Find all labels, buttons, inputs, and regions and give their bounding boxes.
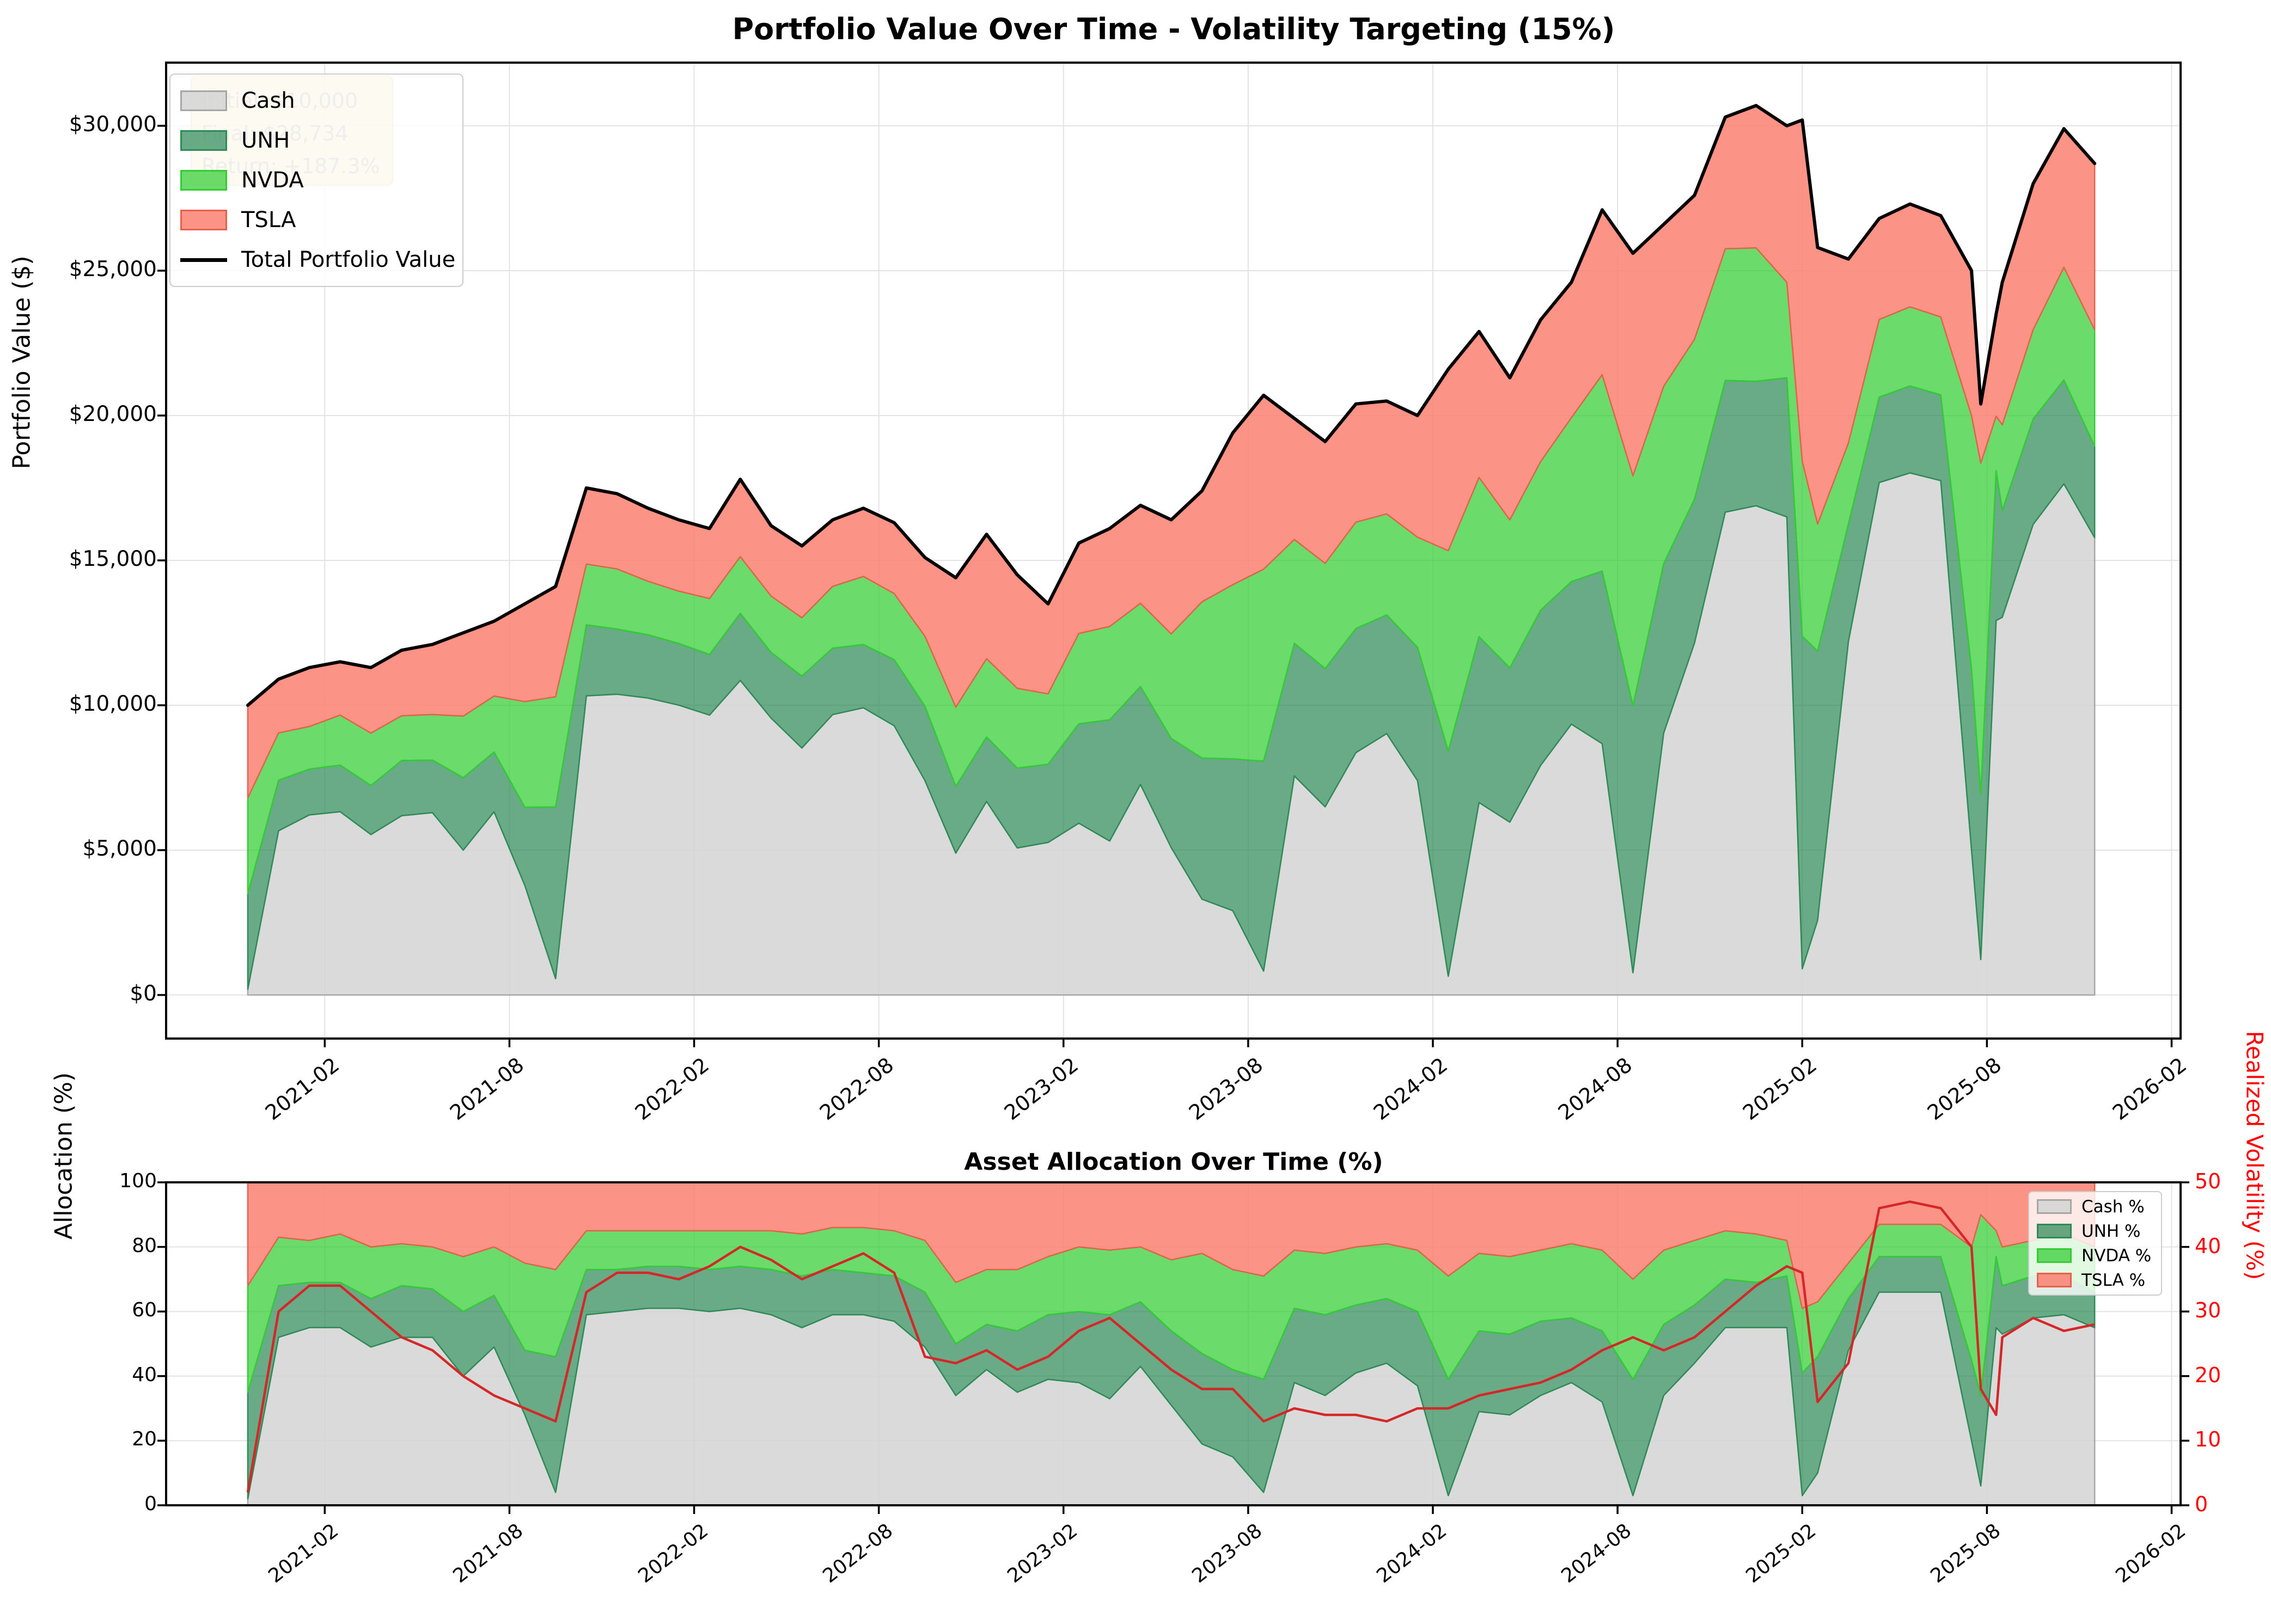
top-y-tick-label: $0 — [130, 981, 157, 1006]
legend-item-nvda-pct: NVDA % — [2037, 1243, 2161, 1268]
bottom-right-y-tick-label: 0 — [2195, 1492, 2208, 1516]
top-y-tick-label: $5,000 — [82, 837, 157, 861]
nvda-swatch-icon — [2037, 1248, 2072, 1263]
legend-item-total: Total Portfolio Value — [180, 240, 462, 280]
cash-swatch-icon — [180, 90, 227, 111]
top-chart-legend: Cash UNH NVDA TSLA Total Portfolio Value — [169, 74, 463, 287]
bottom-right-axis-label: Realized Volatility (%) — [2241, 1030, 2268, 1280]
bottom-left-y-tick-label: 0 — [144, 1493, 157, 1515]
legend-label: NVDA % — [2081, 1246, 2152, 1266]
top-y-tick-label: $10,000 — [69, 692, 157, 716]
bottom-chart-title: Asset Allocation Over Time (%) — [964, 1148, 1383, 1176]
bottom-left-y-tick-label: 80 — [132, 1234, 157, 1257]
bottom-left-y-tick-label: 100 — [119, 1170, 157, 1192]
cash-swatch-icon — [2037, 1199, 2072, 1214]
legend-item-nvda: NVDA — [180, 161, 462, 200]
bottom-left-y-tick-label: 20 — [132, 1428, 157, 1451]
top-y-tick-label: $15,000 — [69, 547, 157, 571]
top-y-tick-label: $30,000 — [69, 112, 157, 137]
bottom-right-y-tick-label: 10 — [2195, 1427, 2221, 1452]
legend-label: Cash % — [2081, 1196, 2145, 1217]
legend-label: UNH — [241, 128, 290, 153]
tsla-swatch-icon — [180, 210, 227, 230]
unh-swatch-icon — [2037, 1224, 2072, 1238]
legend-item-unh-pct: UNH % — [2037, 1219, 2161, 1243]
legend-item-tsla-pct: TSLA % — [2037, 1268, 2161, 1292]
legend-label: TSLA % — [2081, 1270, 2146, 1290]
legend-label: UNH % — [2081, 1221, 2141, 1241]
bottom-left-y-tick-label: 40 — [132, 1363, 157, 1386]
tsla-swatch-icon — [2037, 1273, 2072, 1287]
bottom-left-axis-label: Allocation (%) — [50, 1072, 78, 1240]
top-y-tick-label: $25,000 — [69, 257, 157, 282]
top-y-axis-label: Portfolio Value ($) — [8, 255, 36, 469]
bottom-right-y-tick-label: 40 — [2195, 1234, 2221, 1258]
legend-label: Total Portfolio Value — [241, 247, 456, 272]
nvda-swatch-icon — [180, 170, 227, 191]
legend-item-unh: UNH — [180, 121, 462, 161]
bottom-left-y-tick-label: 60 — [132, 1299, 157, 1322]
bottom-chart-legend: Cash % UNH % NVDA % TSLA % — [2028, 1191, 2162, 1296]
bottom-right-y-tick-label: 50 — [2195, 1169, 2221, 1193]
bottom-right-y-tick-label: 20 — [2195, 1363, 2221, 1387]
total-line-icon — [180, 258, 227, 262]
top-y-tick-label: $20,000 — [69, 402, 157, 426]
legend-label: Cash — [241, 88, 295, 113]
unh-swatch-icon — [180, 130, 227, 151]
bottom-right-y-tick-label: 30 — [2195, 1298, 2221, 1323]
top-chart-title: Portfolio Value Over Time - Volatility T… — [732, 12, 1615, 46]
legend-item-cash-pct: Cash % — [2037, 1194, 2161, 1219]
legend-label: NVDA — [241, 168, 304, 193]
legend-item-cash: Cash — [180, 81, 462, 121]
legend-label: TSLA — [241, 207, 296, 233]
legend-item-tsla: TSLA — [180, 200, 462, 240]
